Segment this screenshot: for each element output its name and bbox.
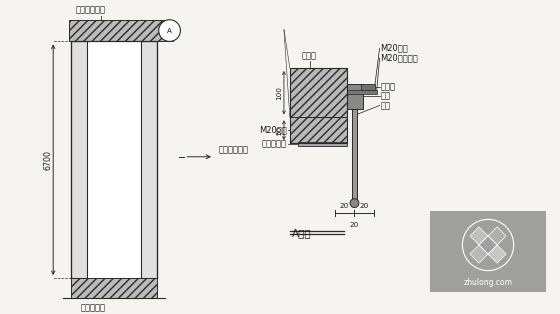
Text: A详图: A详图 (292, 228, 311, 238)
Text: 带布橡胶板: 带布橡胶板 (262, 139, 287, 149)
Text: M20双头螺栓: M20双头螺栓 (381, 54, 418, 63)
Bar (347, 90, 377, 94)
Bar (352, 110, 357, 203)
Text: 翻板: 翻板 (381, 101, 390, 110)
Text: M20螺母: M20螺母 (259, 126, 287, 135)
Text: 20: 20 (340, 203, 349, 209)
Text: 圆环板: 圆环板 (302, 51, 317, 60)
Text: 固定板: 固定板 (381, 82, 395, 91)
Text: 100: 100 (276, 86, 282, 100)
Bar (430, 211, 546, 292)
Bar (361, 84, 375, 90)
Text: 盾构推进方向: 盾构推进方向 (219, 146, 249, 155)
Bar (71, 41, 157, 278)
Bar (71, 278, 157, 298)
Bar (71, 41, 87, 278)
Bar (141, 41, 157, 278)
Text: 50: 50 (276, 126, 282, 135)
Bar (347, 84, 363, 110)
Text: zhulong.com: zhulong.com (464, 279, 512, 288)
Text: 6700: 6700 (44, 150, 53, 170)
Bar (290, 117, 347, 143)
Bar (69, 20, 172, 41)
Text: 销套: 销套 (381, 91, 390, 100)
Text: 20: 20 (350, 222, 359, 228)
Text: 20: 20 (360, 203, 369, 209)
Text: M20螺母: M20螺母 (381, 44, 408, 53)
Bar (470, 245, 488, 263)
Text: 车站围护结构: 车站围护结构 (76, 6, 106, 15)
Text: 车站内衬墙: 车站内衬墙 (81, 304, 106, 313)
Bar (298, 142, 347, 146)
Bar (479, 236, 497, 254)
Bar (488, 245, 506, 263)
Circle shape (158, 20, 180, 41)
Bar (290, 68, 347, 117)
Circle shape (350, 199, 359, 208)
Bar (470, 227, 488, 245)
Text: A: A (167, 28, 172, 34)
Bar (488, 227, 506, 245)
